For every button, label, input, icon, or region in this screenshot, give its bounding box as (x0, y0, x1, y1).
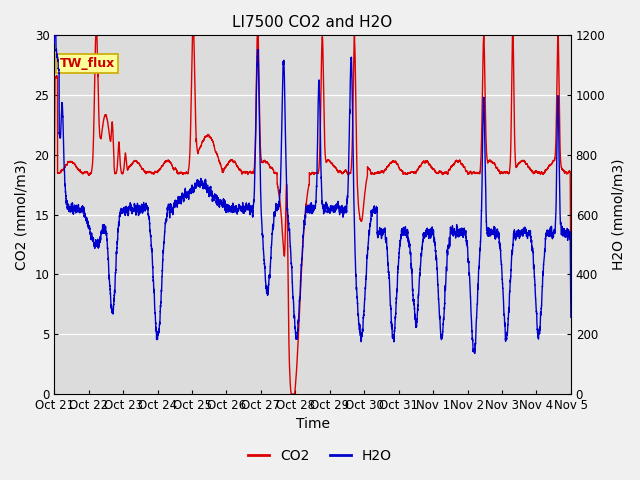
Title: LI7500 CO2 and H2O: LI7500 CO2 and H2O (232, 15, 393, 30)
Y-axis label: H2O (mmol/m3): H2O (mmol/m3) (611, 159, 625, 270)
Legend: CO2, H2O: CO2, H2O (243, 443, 397, 468)
X-axis label: Time: Time (296, 418, 330, 432)
Y-axis label: CO2 (mmol/m3): CO2 (mmol/m3) (15, 159, 29, 270)
Text: TW_flux: TW_flux (60, 57, 115, 70)
